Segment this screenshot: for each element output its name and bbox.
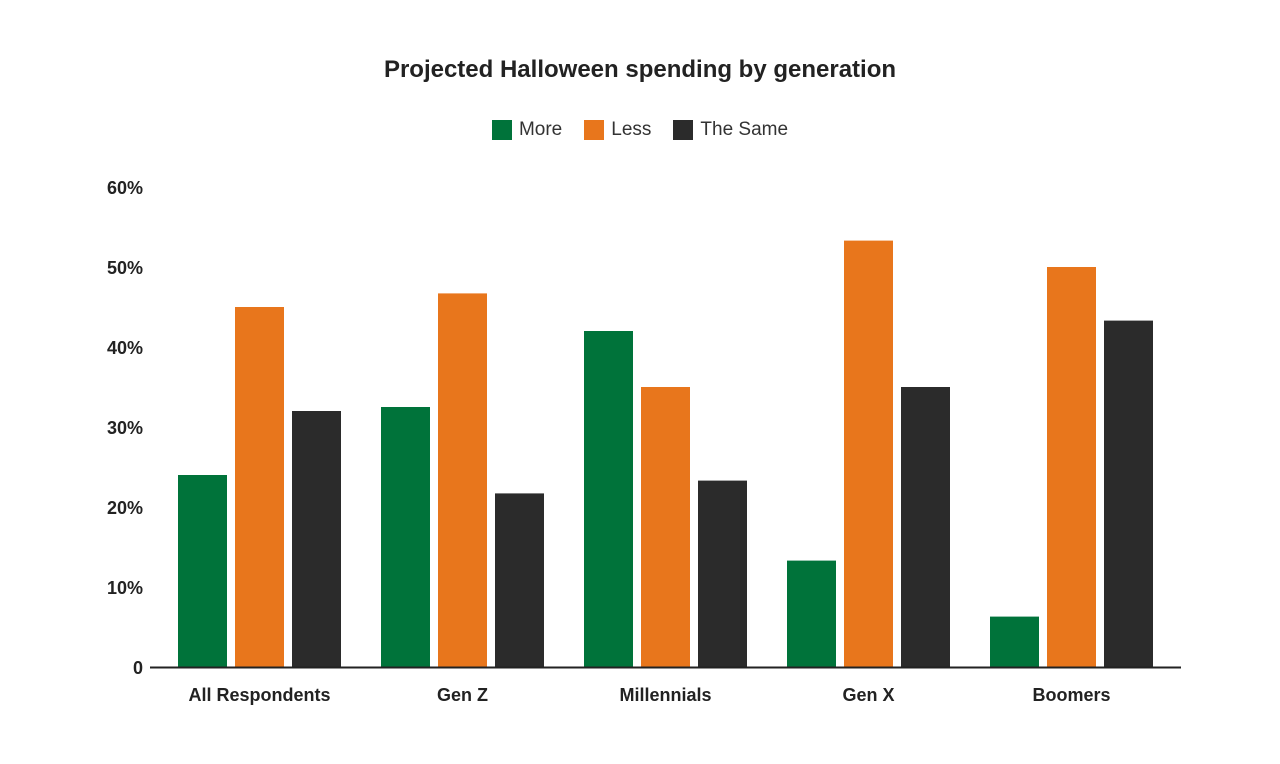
legend-label: Less: [611, 119, 652, 140]
bar-less-millennials: [641, 387, 690, 667]
legend-item-less: Less: [584, 119, 651, 141]
bar-more-boomers: [990, 616, 1039, 667]
bar-the-same-all-respondents: [292, 411, 341, 667]
bar-more-all-respondents: [178, 475, 227, 667]
legend-label: More: [518, 119, 563, 140]
legend-item-the-same: The Same: [673, 119, 788, 141]
y-tick-label: 0: [133, 658, 143, 678]
bar-more-gen-z: [381, 407, 430, 667]
y-tick-label: 20%: [107, 498, 143, 518]
bar-less-all-respondents: [235, 307, 284, 667]
bar-more-millennials: [584, 331, 633, 667]
x-tick-label: Gen X: [842, 685, 894, 705]
y-tick-label: 50%: [107, 258, 143, 278]
legend-label: The Same: [700, 119, 789, 140]
bar-less-gen-x: [844, 240, 893, 667]
x-tick-label: Boomers: [1032, 685, 1110, 705]
bar-less-boomers: [1047, 267, 1096, 667]
x-tick-label: Gen Z: [437, 685, 488, 705]
bar-the-same-gen-x: [901, 387, 950, 667]
y-tick-label: 10%: [107, 578, 143, 598]
bar-more-gen-x: [787, 560, 836, 667]
chart-title: Projected Halloween spending by generati…: [383, 56, 897, 83]
y-tick-label: 40%: [107, 338, 143, 358]
y-tick-label: 60%: [107, 178, 143, 198]
y-tick-label: 30%: [107, 418, 143, 438]
bar-the-same-millennials: [698, 480, 747, 667]
legend: More Less The Same: [0, 119, 1280, 141]
bar-the-same-boomers: [1104, 320, 1153, 667]
legend-item-more: More: [491, 119, 563, 141]
legend-swatch: [673, 120, 694, 140]
bar-less-gen-z: [438, 293, 487, 667]
legend-swatch: [491, 120, 512, 140]
legend-swatch: [584, 120, 605, 140]
x-tick-label: Millennials: [619, 685, 711, 705]
bar-the-same-gen-z: [495, 493, 544, 667]
x-tick-label: All Respondents: [188, 685, 330, 705]
